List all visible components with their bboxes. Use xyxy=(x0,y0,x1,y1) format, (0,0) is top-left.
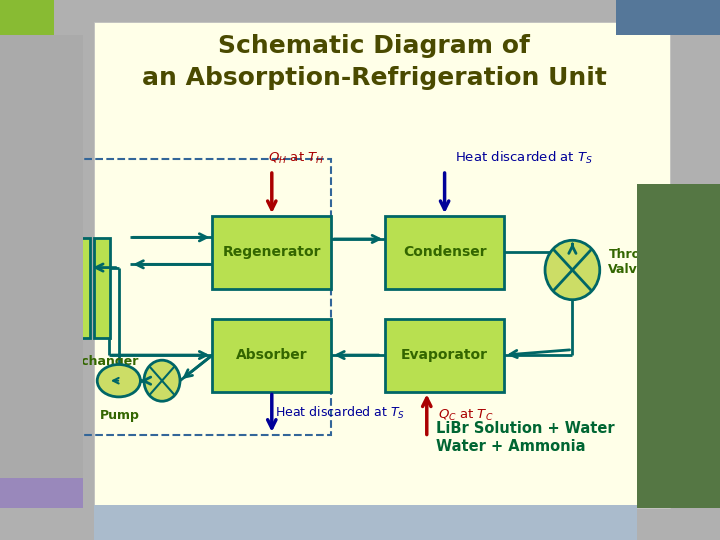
Text: Throttling
Valve: Throttling Valve xyxy=(608,248,678,276)
Bar xyxy=(94,238,110,338)
Bar xyxy=(74,238,90,338)
Bar xyxy=(40,159,331,435)
Text: LiBr Solution + Water
Water + Ammonia: LiBr Solution + Water Water + Ammonia xyxy=(436,421,614,454)
Bar xyxy=(212,319,331,392)
Ellipse shape xyxy=(144,360,180,401)
Text: Heat discarded at $T_S$: Heat discarded at $T_S$ xyxy=(275,405,405,421)
Bar xyxy=(212,216,331,289)
Text: Schematic Diagram of: Schematic Diagram of xyxy=(218,34,531,58)
Text: $Q_C$ at $T_C$: $Q_C$ at $T_C$ xyxy=(438,408,493,423)
Text: Pump: Pump xyxy=(100,409,140,422)
Bar xyxy=(385,319,504,392)
Text: an Absorption-Refrigeration Unit: an Absorption-Refrigeration Unit xyxy=(142,66,607,90)
Text: $Q_H$ at $T_H$: $Q_H$ at $T_H$ xyxy=(268,151,325,166)
Bar xyxy=(54,238,70,338)
Text: Evaporator: Evaporator xyxy=(401,348,488,362)
Text: Heat Exchanger: Heat Exchanger xyxy=(27,355,138,368)
Text: Regenerator: Regenerator xyxy=(222,246,321,259)
Ellipse shape xyxy=(545,240,600,300)
Text: Heat discarded at $T_S$: Heat discarded at $T_S$ xyxy=(456,150,593,166)
Text: Condenser: Condenser xyxy=(402,246,487,259)
Bar xyxy=(385,216,504,289)
Text: Absorber: Absorber xyxy=(236,348,307,362)
Circle shape xyxy=(97,364,140,397)
